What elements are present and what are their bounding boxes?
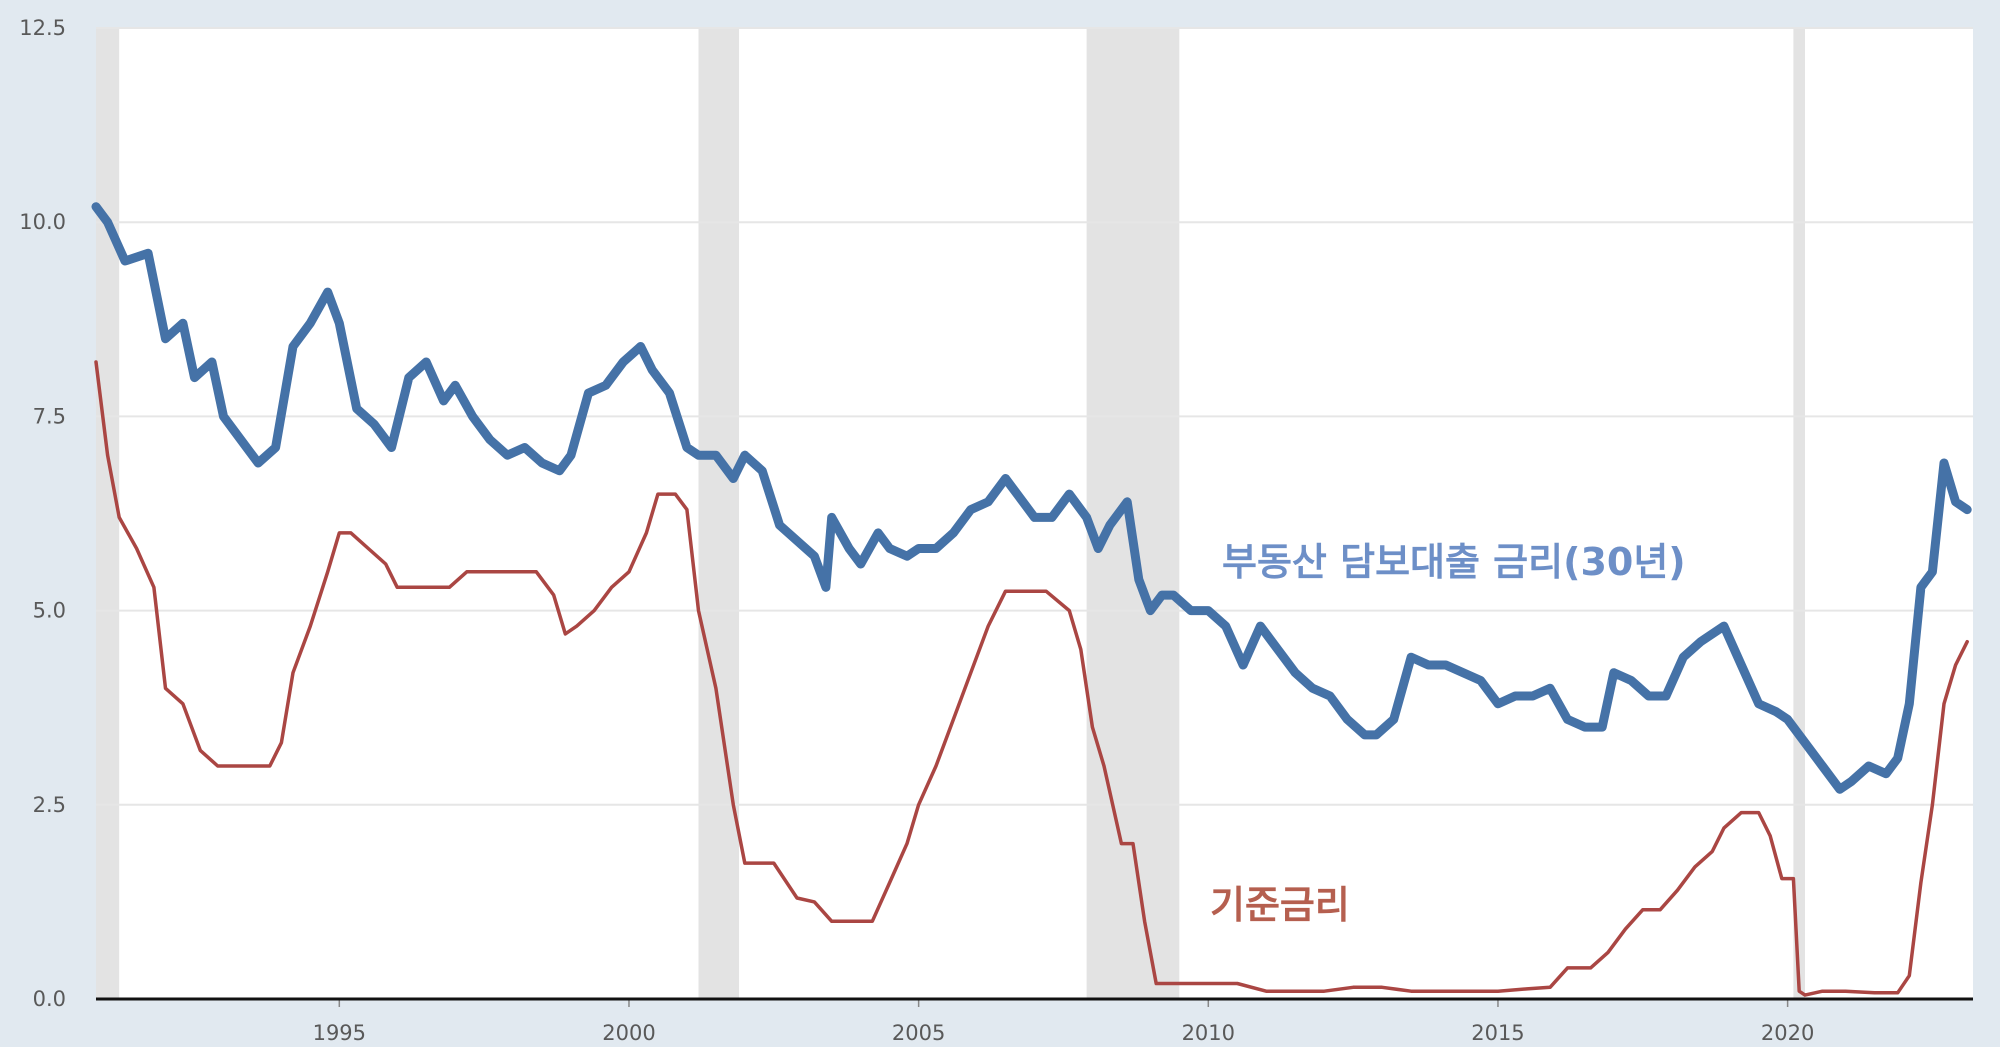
x-tick-label-1: 2000: [602, 1021, 655, 1045]
y-tick-label-4: 10.0: [19, 210, 66, 234]
y-tick-label-3: 7.5: [33, 404, 66, 428]
y-tick-label-1: 2.5: [33, 793, 66, 817]
series-lines: [91, 202, 1972, 997]
grid-lines: [96, 27, 1973, 806]
recession-band-3: [1793, 28, 1805, 999]
x-tick-label-5: 2020: [1761, 1021, 1814, 1045]
fed-series-label: 기준금리: [1210, 883, 1350, 927]
x-tick-label-3: 2010: [1182, 1021, 1235, 1045]
x-tick-label-4: 2015: [1471, 1021, 1524, 1045]
mortgage-series-line: [91, 202, 1972, 794]
x-axis-ticks: 1995 2000 2005 2010 2015 2020: [313, 999, 1814, 1045]
fed-series-line: [94, 360, 1969, 997]
y-tick-label-5: 12.5: [19, 16, 66, 40]
recession-band-0: [96, 28, 120, 999]
y-tick-label-2: 5.0: [33, 599, 66, 623]
x-tick-label-2: 2005: [892, 1021, 945, 1045]
recession-band-1: [698, 28, 740, 999]
x-tick-label-0: 1995: [313, 1021, 366, 1045]
y-axis-ticks: 0.0 2.5 5.0 7.5 10.0 12.5: [19, 16, 66, 1011]
y-tick-label-0: 0.0: [33, 987, 66, 1011]
mortgage-series-label: 부동산 담보대출 금리(30년): [1222, 540, 1686, 584]
